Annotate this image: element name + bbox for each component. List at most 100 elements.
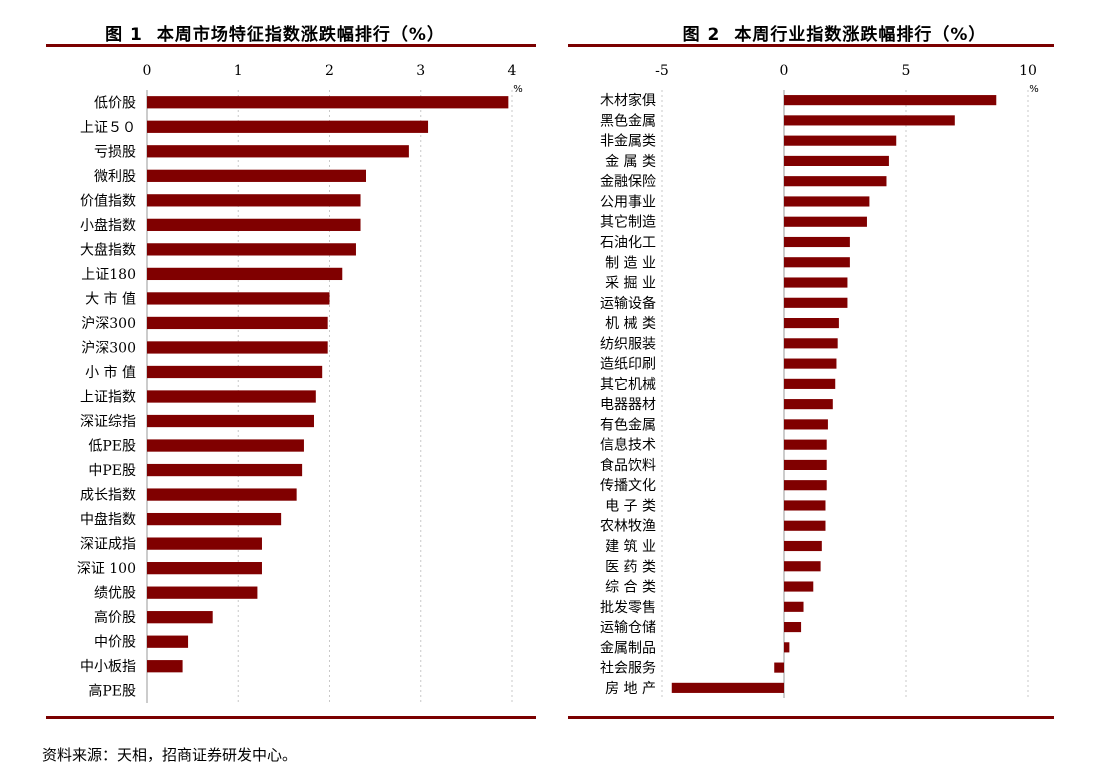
bar-28 xyxy=(784,642,790,653)
bar-11 xyxy=(147,341,328,354)
category-label: 电 子 类 xyxy=(605,498,656,514)
bar-2 xyxy=(147,120,429,133)
category-label: 上证５０ xyxy=(80,120,136,136)
category-label: 公用事业 xyxy=(600,194,656,210)
bar-10 xyxy=(784,277,848,288)
x-tick-label: 3 xyxy=(416,63,425,79)
bar-15 xyxy=(147,439,304,452)
bar-12 xyxy=(784,318,839,329)
category-label: 中价股 xyxy=(94,635,136,651)
category-label: 黑色金属 xyxy=(600,112,656,129)
chart-panel-2: 图 2 本周行业指数涨跌幅排行（%） -5 0 5 10% 木材家俱 黑色金属 非金属类金 属… xyxy=(556,0,1113,730)
bar-19 xyxy=(784,459,827,470)
x-tick-label: 1 xyxy=(234,63,243,79)
source-note: 资料来源：天相，招商证券研发中心。 xyxy=(42,746,298,764)
x-tick-label: 0 xyxy=(780,63,789,79)
category-label: 运输仓储 xyxy=(600,620,656,636)
bar-2 xyxy=(784,115,955,126)
category-label: 沪深300 xyxy=(81,316,136,332)
category-label: 非金属类 xyxy=(600,134,656,150)
chart-panel-1: 图 1 本周市场特征指数涨跌幅排行（%） 0 1 2 3 4% 低价股 上证５０ 亏损股 微利股价… xyxy=(0,0,550,730)
bar-6 xyxy=(784,196,870,207)
bar-24 xyxy=(147,660,183,673)
category-label: 高PE股 xyxy=(88,683,136,700)
category-label: 低价股 xyxy=(94,95,136,111)
category-label: 高价股 xyxy=(94,609,136,626)
bar-1 xyxy=(147,96,509,109)
bar-20 xyxy=(147,562,262,575)
bottom-rule-2 xyxy=(568,716,1054,719)
category-label: 造纸印刷 xyxy=(600,357,656,373)
bar-17 xyxy=(784,419,828,430)
category-label: 沪深300 xyxy=(81,340,136,356)
bar-19 xyxy=(147,537,262,550)
bar-26 xyxy=(784,601,804,612)
bar-20 xyxy=(784,480,827,491)
bar-23 xyxy=(147,635,189,648)
category-label: 大盘指数 xyxy=(80,241,136,258)
bar-29 xyxy=(774,662,784,673)
category-label: 小盘指数 xyxy=(80,217,136,234)
bar-24 xyxy=(784,561,821,572)
bar-7 xyxy=(784,216,867,227)
category-label: 中盘指数 xyxy=(80,511,136,528)
category-label: 价值指数 xyxy=(80,193,136,209)
bar-14 xyxy=(147,414,314,428)
unit-label: % xyxy=(513,84,523,95)
x-tick-label: 2 xyxy=(325,63,334,79)
category-label: 制 造 业 xyxy=(605,255,656,271)
category-label: 小 市 值 xyxy=(85,364,136,381)
bar-18 xyxy=(147,512,282,526)
bar-11 xyxy=(784,297,848,308)
category-label: 电器器材 xyxy=(600,397,656,413)
category-label: 传播文化 xyxy=(600,478,656,494)
x-tick-label: -5 xyxy=(655,63,669,79)
bar-7 xyxy=(147,243,356,256)
category-label: 运输设备 xyxy=(600,295,656,312)
category-label: 纺织服装 xyxy=(600,336,656,352)
category-label: 金融保险 xyxy=(600,174,656,190)
category-label: 中小板指 xyxy=(80,659,136,675)
bar-9 xyxy=(147,292,330,305)
bar-27 xyxy=(784,622,802,633)
x-tick-label: 4 xyxy=(508,63,517,79)
category-label: 深证成指 xyxy=(80,537,136,553)
bar-8 xyxy=(147,267,343,281)
x-tick-label: 0 xyxy=(143,63,152,79)
bar-4 xyxy=(784,155,889,166)
category-label: 成长指数 xyxy=(80,488,136,504)
bottom-rule-1 xyxy=(46,716,536,719)
figure-title-text-2: 本周行业指数涨跌幅排行（%） xyxy=(734,25,987,45)
category-label: 批发零售 xyxy=(600,600,656,616)
title-rule-1 xyxy=(46,44,536,47)
bar-3 xyxy=(784,135,897,146)
category-label: 中PE股 xyxy=(88,463,136,479)
category-label: 采 掘 业 xyxy=(605,276,656,292)
bar-22 xyxy=(147,611,213,624)
category-label: 上证指数 xyxy=(80,390,136,406)
bar-14 xyxy=(784,358,837,369)
category-label: 金属制品 xyxy=(600,640,656,656)
category-label: 其它制造 xyxy=(600,214,656,231)
bar-16 xyxy=(784,399,833,410)
category-label: 亏损股 xyxy=(94,144,136,160)
figure-number-2: 图 2 xyxy=(682,25,721,45)
bar-6 xyxy=(147,218,361,231)
title-rule-2 xyxy=(568,44,1054,47)
bar-5 xyxy=(147,194,361,207)
category-label: 信息技术 xyxy=(600,437,656,454)
category-label: 有色金属 xyxy=(600,416,656,433)
bar-21 xyxy=(147,586,258,599)
bar-1 xyxy=(784,95,997,106)
bar-3 xyxy=(147,145,409,158)
category-label: 低PE股 xyxy=(88,439,136,455)
x-tick-label: 10 xyxy=(1019,63,1037,79)
category-label: 房 地 产 xyxy=(605,681,656,697)
unit-label: % xyxy=(1029,84,1039,95)
x-tick-label: 5 xyxy=(902,63,911,79)
figure-title-text-1: 本周市场特征指数涨跌幅排行（%） xyxy=(156,25,445,45)
category-label: 金 属 类 xyxy=(605,154,656,170)
category-label: 深证综指 xyxy=(80,414,136,430)
bar-23 xyxy=(784,540,822,552)
